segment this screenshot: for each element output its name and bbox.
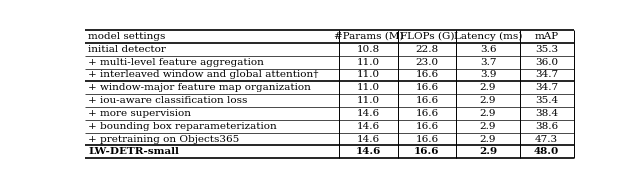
Text: FLOPs (G): FLOPs (G) xyxy=(400,32,454,41)
Text: 16.6: 16.6 xyxy=(415,122,438,131)
Text: 35.3: 35.3 xyxy=(535,45,558,54)
Text: 23.0: 23.0 xyxy=(415,58,438,67)
Text: 34.7: 34.7 xyxy=(535,83,558,92)
Text: 10.8: 10.8 xyxy=(356,45,380,54)
Text: #Params (M): #Params (M) xyxy=(333,32,403,41)
Text: 3.9: 3.9 xyxy=(480,70,496,79)
Text: 16.6: 16.6 xyxy=(415,96,438,105)
Text: + interleaved window and global attention†: + interleaved window and global attentio… xyxy=(88,70,319,79)
Text: 2.9: 2.9 xyxy=(479,147,497,156)
Text: 14.6: 14.6 xyxy=(356,134,380,144)
Text: 2.9: 2.9 xyxy=(480,122,496,131)
Text: 38.4: 38.4 xyxy=(535,109,558,118)
Text: 38.6: 38.6 xyxy=(535,122,558,131)
Text: + iou-aware classification loss: + iou-aware classification loss xyxy=(88,96,248,105)
Text: 2.9: 2.9 xyxy=(480,109,496,118)
Text: initial detector: initial detector xyxy=(88,45,166,54)
Text: 14.6: 14.6 xyxy=(356,147,381,156)
Text: + window-major feature map organization: + window-major feature map organization xyxy=(88,83,311,92)
Text: 16.6: 16.6 xyxy=(414,147,440,156)
Text: mAP: mAP xyxy=(534,32,559,41)
Text: 34.7: 34.7 xyxy=(535,70,558,79)
Text: 3.6: 3.6 xyxy=(480,45,496,54)
Text: 16.6: 16.6 xyxy=(415,109,438,118)
Text: 11.0: 11.0 xyxy=(356,96,380,105)
Text: 11.0: 11.0 xyxy=(356,58,380,67)
Text: 2.9: 2.9 xyxy=(480,96,496,105)
Text: 16.6: 16.6 xyxy=(415,83,438,92)
Text: 35.4: 35.4 xyxy=(535,96,558,105)
Text: 11.0: 11.0 xyxy=(356,83,380,92)
Text: 16.6: 16.6 xyxy=(415,70,438,79)
Text: 47.3: 47.3 xyxy=(535,134,558,144)
Text: Latency (ms): Latency (ms) xyxy=(454,32,522,41)
Text: + bounding box reparameterization: + bounding box reparameterization xyxy=(88,122,277,131)
Text: 2.9: 2.9 xyxy=(480,83,496,92)
Text: + more supervision: + more supervision xyxy=(88,109,191,118)
Text: + multi-level feature aggregation: + multi-level feature aggregation xyxy=(88,58,264,67)
Text: 11.0: 11.0 xyxy=(356,70,380,79)
Text: model settings: model settings xyxy=(88,32,166,41)
Text: 3.7: 3.7 xyxy=(480,58,496,67)
Text: 14.6: 14.6 xyxy=(356,109,380,118)
Text: 16.6: 16.6 xyxy=(415,134,438,144)
Text: 22.8: 22.8 xyxy=(415,45,438,54)
Text: 14.6: 14.6 xyxy=(356,122,380,131)
Text: + pretraining on Objects365: + pretraining on Objects365 xyxy=(88,134,240,144)
Text: LW-DETR-small: LW-DETR-small xyxy=(88,147,179,156)
Text: 2.9: 2.9 xyxy=(480,134,496,144)
Text: 48.0: 48.0 xyxy=(534,147,559,156)
Text: 36.0: 36.0 xyxy=(535,58,558,67)
